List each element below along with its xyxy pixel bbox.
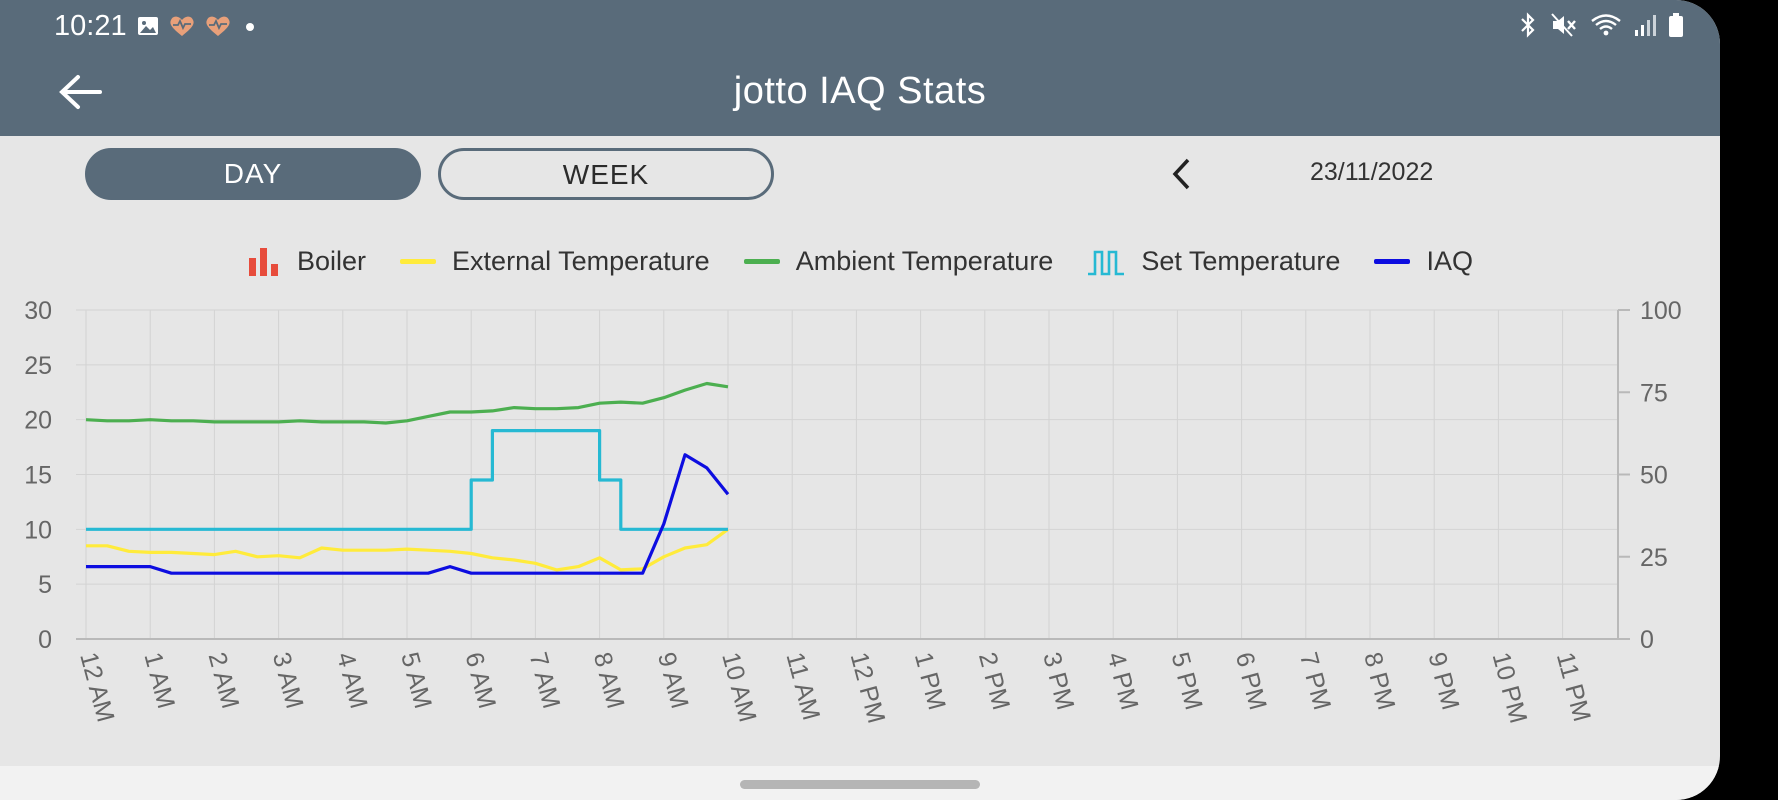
y-right-tick-label: 75	[1640, 379, 1668, 407]
y-right-tick-label: 25	[1640, 544, 1668, 572]
heart-rate-icon	[206, 16, 230, 36]
y-left-tick-label: 15	[24, 462, 52, 490]
x-tick-label: 12 AM	[74, 649, 119, 725]
bar-chart-icon	[249, 248, 279, 276]
line-icon	[400, 259, 437, 264]
legend-label: Set Temperature	[1141, 245, 1341, 276]
x-tick-label: 5 PM	[1166, 649, 1208, 713]
legend-item-external-temperature[interactable]: External Temperature	[400, 246, 710, 277]
back-arrow-icon[interactable]	[56, 72, 106, 112]
x-tick-label: 4 PM	[1101, 649, 1143, 713]
tab-day[interactable]: DAY	[85, 148, 421, 200]
y-right-tick-label: 100	[1640, 297, 1682, 325]
battery-icon	[1669, 13, 1683, 37]
x-tick-label: 1 AM	[138, 649, 180, 711]
x-tick-label: 6 AM	[459, 649, 501, 711]
x-tick-label: 4 AM	[331, 649, 373, 711]
y-left-tick-label: 30	[24, 297, 52, 325]
legend-label: IAQ	[1426, 245, 1473, 276]
dot-icon	[246, 23, 254, 31]
x-tick-label: 12 PM	[845, 649, 891, 726]
mute-icon	[1551, 13, 1576, 37]
legend-item-iaq[interactable]: IAQ	[1374, 246, 1473, 277]
x-tick-label: 9 PM	[1422, 649, 1464, 713]
y-left-tick-label: 20	[24, 407, 52, 435]
heart-rate-icon	[170, 16, 194, 36]
legend-label: Boiler	[297, 245, 367, 276]
series-line-external-temperature	[86, 528, 729, 572]
signal-icon	[1635, 15, 1656, 36]
y-left-tick-label: 25	[24, 352, 52, 380]
app-bar: 10:21 jotto IAQ Stats	[0, 0, 1720, 136]
y-left-tick-label: 10	[24, 516, 52, 544]
gallery-icon	[138, 17, 158, 35]
legend-item-boiler[interactable]: Boiler	[247, 244, 366, 278]
x-tick-label: 9 AM	[652, 649, 694, 711]
y-right-tick-label: 50	[1640, 462, 1668, 490]
chart-legend: Boiler External Temperature Ambient Temp…	[0, 244, 1720, 278]
x-tick-label: 1 PM	[909, 649, 951, 713]
series-line-iaq	[86, 453, 730, 575]
status-time: 10:21	[54, 10, 127, 42]
x-tick-label: 7 AM	[524, 649, 566, 711]
y-left-tick-label: 5	[38, 571, 52, 599]
date-label: 23/11/2022	[1310, 158, 1434, 186]
chevron-left-icon[interactable]	[1164, 154, 1200, 194]
x-tick-label: 5 AM	[395, 649, 437, 711]
x-tick-label: 10 PM	[1487, 649, 1533, 726]
y-left-tick-label: 0	[38, 626, 52, 654]
x-tick-label: 11 AM	[780, 649, 825, 723]
app-screen: 10:21 jotto IAQ Stats DAY WEEK 23/11/202…	[0, 0, 1720, 800]
x-tick-label: 11 PM	[1551, 649, 1596, 724]
x-tick-label: 7 PM	[1294, 649, 1336, 713]
home-indicator[interactable]	[740, 780, 980, 789]
x-tick-label: 3 AM	[267, 649, 309, 711]
status-icons-left	[136, 14, 260, 38]
x-tick-label: 2 PM	[973, 649, 1015, 713]
status-icons-right	[1518, 12, 1684, 38]
line-icon	[1374, 259, 1411, 264]
x-tick-label: 8 PM	[1358, 649, 1400, 713]
stats-chart: 0 5 10 15 20 25 30 0 25 50 75 100 12 AM 1 AM 2 AM 3 AM 4…	[24, 297, 1682, 726]
x-tick-label: 6 PM	[1230, 649, 1272, 713]
bluetooth-icon	[1521, 12, 1535, 38]
line-icon	[743, 259, 780, 264]
wifi-icon	[1591, 14, 1621, 36]
legend-label: Ambient Temperature	[795, 245, 1054, 276]
step-line-icon	[1088, 250, 1125, 276]
x-tick-label: 2 AM	[203, 649, 245, 711]
legend-item-set-temperature[interactable]: Set Temperature	[1087, 246, 1340, 277]
legend-item-ambient-temperature[interactable]: Ambient Temperature	[743, 245, 1054, 277]
y-right-tick-label: 0	[1640, 626, 1654, 654]
series-line-set-temperature	[86, 429, 728, 531]
x-tick-label: 10 AM	[716, 649, 761, 725]
x-tick-label: 3 PM	[1037, 649, 1079, 713]
series-line-ambient-temperature	[85, 381, 729, 425]
tab-week[interactable]: WEEK	[438, 148, 774, 200]
legend-label: External Temperature	[452, 245, 710, 276]
page-title: jotto IAQ Stats	[733, 70, 987, 112]
x-tick-label: 8 AM	[588, 649, 630, 711]
